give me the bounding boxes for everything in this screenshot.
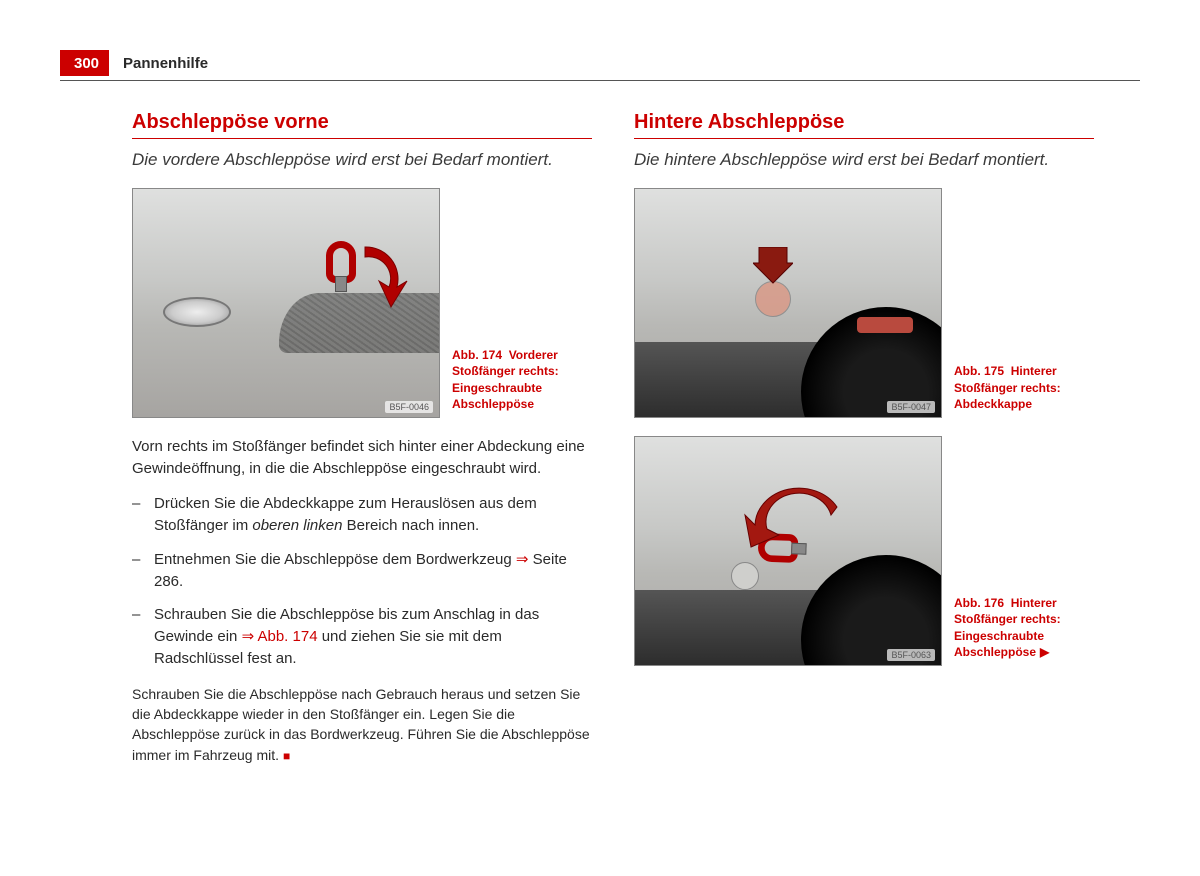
paragraph-1: Vorn rechts im Stoßfänger befindet sich … <box>132 436 592 480</box>
step-1-em: oberen linken <box>252 517 342 534</box>
figure-ref-174: Abb. 174 <box>254 628 317 645</box>
figure-174: B5F-0046 <box>132 188 440 418</box>
section-title-front: Abschleppöse vorne <box>132 111 592 134</box>
step-2-pre: Entnehmen Sie die Abschleppöse dem Bordw… <box>154 551 516 568</box>
figure-id-label: B5F-0063 <box>887 649 935 661</box>
rotate-arrow-icon <box>741 485 861 585</box>
figure-id-label: B5F-0047 <box>887 401 935 413</box>
step-list: Drücken Sie die Abdeckkappe zum Herauslö… <box>132 493 592 669</box>
column-right: Hintere Abschleppöse Die hintere Abschle… <box>634 111 1094 779</box>
page-header: 300 Pannenhilfe <box>60 50 1140 76</box>
figure-id-label: B5F-0046 <box>385 401 433 413</box>
title-rule <box>634 138 1094 139</box>
step-3: Schrauben Sie die Abschleppöse bis zum A… <box>132 604 592 669</box>
figure-caption-176: Abb. 176 Hinterer Stoßfänger rechts: Ein… <box>954 595 1094 666</box>
caption-prefix: Abb. 176 <box>954 596 1004 610</box>
figure-176: B5F-0063 <box>634 436 942 666</box>
rotate-arrow-icon <box>345 237 425 317</box>
column-left: Abschleppöse vorne Die vordere Abschlepp… <box>132 111 592 779</box>
step-1-post: Bereich nach innen. <box>342 517 479 534</box>
section-end-icon: ■ <box>283 749 290 763</box>
press-arrow-icon <box>753 247 793 285</box>
section-title-rear: Hintere Abschleppöse <box>634 111 1094 134</box>
page-content: 300 Pannenhilfe Abschleppöse vorne Die v… <box>60 50 1140 779</box>
intro-front: Die vordere Abschleppöse wird erst bei B… <box>132 149 592 172</box>
figure-caption-174: Abb. 174 Vorderer Stoßfänger rechts: Ein… <box>452 347 592 418</box>
reflector-graphic <box>857 317 913 333</box>
continue-arrow-icon: ▶ <box>1040 645 1049 659</box>
figure-row-174: B5F-0046 Abb. 174 Vorderer Stoßfänger re… <box>132 188 592 418</box>
title-rule <box>132 138 592 139</box>
step-1: Drücken Sie die Abdeckkappe zum Herauslö… <box>132 493 592 537</box>
fog-light-graphic <box>163 297 231 327</box>
cap-graphic <box>755 281 791 317</box>
content-columns: Abschleppöse vorne Die vordere Abschlepp… <box>60 111 1140 779</box>
arrow-icon: ⇒ <box>242 628 255 645</box>
figure-175: B5F-0047 <box>634 188 942 418</box>
figure-caption-175: Abb. 175 Hinterer Stoßfänger rechts: Abd… <box>954 363 1094 418</box>
step-2: Entnehmen Sie die Abschleppöse dem Bordw… <box>132 549 592 593</box>
intro-rear: Die hintere Abschleppöse wird erst bei B… <box>634 149 1094 172</box>
header-rule <box>60 80 1140 81</box>
paragraph-2: Schrauben Sie die Abschleppöse nach Gebr… <box>132 684 592 765</box>
figure-row-176: B5F-0063 Abb. 176 Hinterer Stoßfänger re… <box>634 436 1094 666</box>
page-number: 300 <box>60 50 109 76</box>
caption-prefix: Abb. 174 <box>452 348 502 362</box>
arrow-icon: ⇒ <box>516 551 529 568</box>
caption-prefix: Abb. 175 <box>954 364 1004 378</box>
paragraph-2-text: Schrauben Sie die Abschleppöse nach Gebr… <box>132 686 590 763</box>
figure-row-175: B5F-0047 Abb. 175 Hinterer Stoßfänger re… <box>634 188 1094 418</box>
chapter-title: Pannenhilfe <box>109 50 208 76</box>
